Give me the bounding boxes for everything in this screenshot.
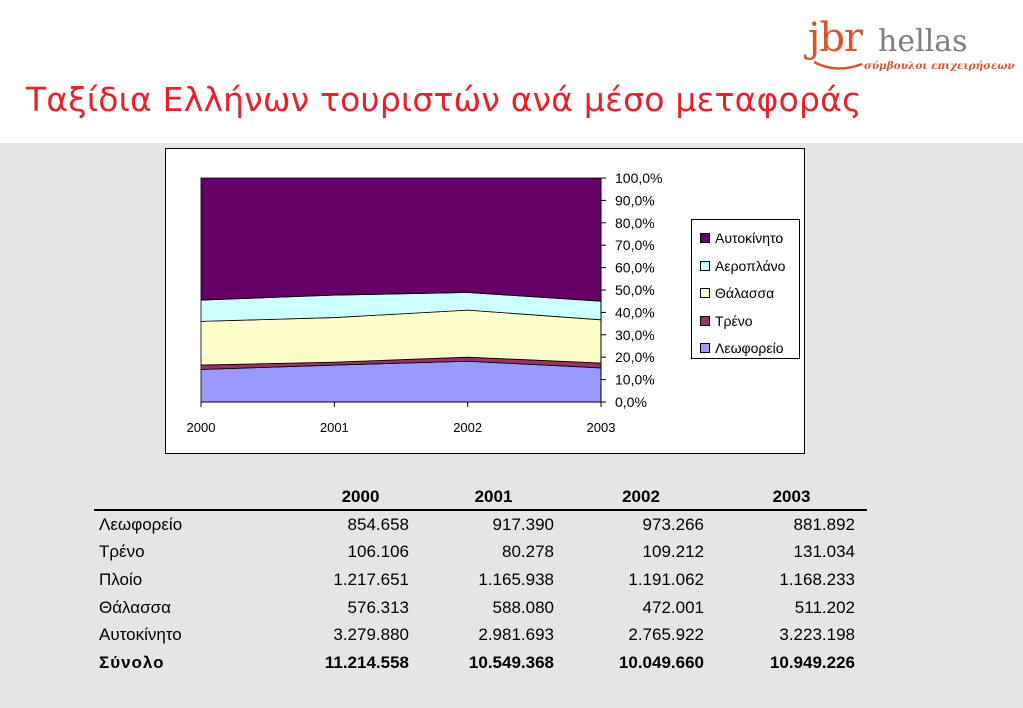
table-header-cell: 2000 <box>300 484 421 511</box>
y-tick-label: 50,0% <box>615 282 655 298</box>
table-cell: 2.981.693 <box>478 625 554 645</box>
legend-item: Αεροπλάνο <box>700 258 785 274</box>
table-cell: 131.034 <box>793 542 855 562</box>
table-cell: 472.001 <box>642 597 704 617</box>
table-cell: 881.892 <box>793 514 855 534</box>
table-row: Λεωφορείο 854.658 917.390 973.266 881.89… <box>94 510 867 539</box>
table-cell: 109.212 <box>642 542 704 562</box>
legend-label: Αεροπλάνο <box>715 257 786 274</box>
legend-item: Αυτοκίνητο <box>700 230 783 246</box>
table-cell: 576.313 <box>347 597 409 617</box>
table-row: Αυτοκίνητο 3.279.880 2.981.693 2.765.922… <box>94 621 867 649</box>
y-tick-label: 20,0% <box>615 349 655 365</box>
row-label: Αυτοκίνητο <box>99 625 182 645</box>
total-cell: 10.949.226 <box>769 652 855 672</box>
legend-item: Θάλασσα <box>700 285 774 301</box>
legend-swatch <box>700 260 710 271</box>
logo-tagline: σύμβουλοι επιχειρήσεων <box>864 60 1015 72</box>
row-label: Λεωφορείο <box>99 514 183 534</box>
table-cell: 1.165.938 <box>478 569 554 589</box>
data-table: 2000 2001 2002 2003 Λεωφορείο 854.658 91… <box>94 484 867 677</box>
x-tick-label: 2003 <box>587 420 616 435</box>
table-cell: 588.080 <box>492 597 554 617</box>
legend-swatch <box>700 288 710 298</box>
logo-swoosh-icon <box>813 60 863 70</box>
table-cell: 2.765.922 <box>628 625 704 645</box>
chart-legend: Αυτοκίνητο Αεροπλάνο Θάλασσα Τρένο Λεωφορείο <box>691 219 800 359</box>
y-tick-label: 30,0% <box>615 327 655 343</box>
table-cell: 854.658 <box>347 514 409 534</box>
table-header-row: 2000 2001 2002 2003 <box>94 484 867 511</box>
logo-name: hellas <box>878 24 968 59</box>
table-cell: 1.168.233 <box>779 569 855 589</box>
table-header-cell: 2003 <box>716 484 867 511</box>
y-tick-label: 10,0% <box>615 372 655 388</box>
x-tick-label: 2000 <box>187 420 216 435</box>
legend-item: Τρένο <box>700 313 753 329</box>
total-cell: 10.049.660 <box>618 652 704 672</box>
table-row: Τρένο 106.106 80.278 109.212 131.034 <box>94 539 867 567</box>
y-tick-label: 90,0% <box>615 192 655 208</box>
chart-frame: 2000 2001 2002 2003 100,0% 90,0% 80,0% 70,0% 60,… <box>165 148 805 454</box>
legend-label: Λεωφορείο <box>715 340 784 356</box>
area-series <box>200 177 602 302</box>
table-header-cell: 2002 <box>566 484 716 511</box>
legend-swatch <box>700 343 710 353</box>
y-tick-label: 70,0% <box>615 237 655 253</box>
logo-mark: jbr <box>808 15 863 61</box>
legend-swatch <box>700 233 710 243</box>
table-cell: 106.106 <box>347 542 409 562</box>
table-cell: 1.191.062 <box>628 569 704 589</box>
row-label: Τρένο <box>99 542 145 562</box>
header-area: Ταξίδια Ελλήνων τουριστών ανά μέσο μεταφ… <box>0 0 1023 143</box>
x-tick-label: 2001 <box>320 420 349 435</box>
total-label: Σύνολο <box>99 652 165 672</box>
table-cell: 973.266 <box>642 514 704 534</box>
area-chart: 2000 2001 2002 2003 100,0% 90,0% 80,0% 70,0% 60,… <box>187 170 663 435</box>
legend-swatch <box>700 315 710 326</box>
table-cell: 917.390 <box>492 514 554 534</box>
page-title: Ταξίδια Ελλήνων τουριστών ανά μέσο μεταφ… <box>26 80 862 119</box>
table-total-row: Σύνολο 11.214.558 10.549.368 10.049.660 … <box>94 649 867 677</box>
table-row: Πλοίο 1.217.651 1.165.938 1.191.062 1.16… <box>94 566 867 594</box>
company-logo: jbr hellas σύμβουλοι επιχειρήσεων <box>808 14 1015 84</box>
table-header-cell <box>94 484 300 511</box>
legend-label: Τρένο <box>715 312 753 329</box>
y-tick-label: 60,0% <box>615 260 655 276</box>
total-cell: 10.549.368 <box>468 652 554 672</box>
legend-item: Λεωφορείο <box>700 340 784 356</box>
row-label: Θάλασσα <box>99 597 171 617</box>
legend-label: Αυτοκίνητο <box>715 230 784 246</box>
total-cell: 11.214.558 <box>324 652 409 672</box>
table-cell: 3.279.880 <box>333 625 409 645</box>
table-cell: 3.223.198 <box>779 625 855 645</box>
y-tick-label: 0,0% <box>615 394 647 410</box>
table-cell: 511.202 <box>794 597 855 617</box>
row-label: Πλοίο <box>99 569 143 589</box>
x-tick-label: 2002 <box>453 420 482 435</box>
legend-label: Θάλασσα <box>715 285 775 301</box>
table-header-cell: 2001 <box>421 484 566 511</box>
table-cell: 80.278 <box>502 542 554 562</box>
table-cell: 1.217.651 <box>333 569 409 589</box>
y-tick-label: 40,0% <box>615 304 655 320</box>
y-tick-label: 80,0% <box>615 215 655 231</box>
table-row: Θάλασσα 576.313 588.080 472.001 511.202 <box>94 594 867 622</box>
y-tick-label: 100,0% <box>615 170 662 186</box>
